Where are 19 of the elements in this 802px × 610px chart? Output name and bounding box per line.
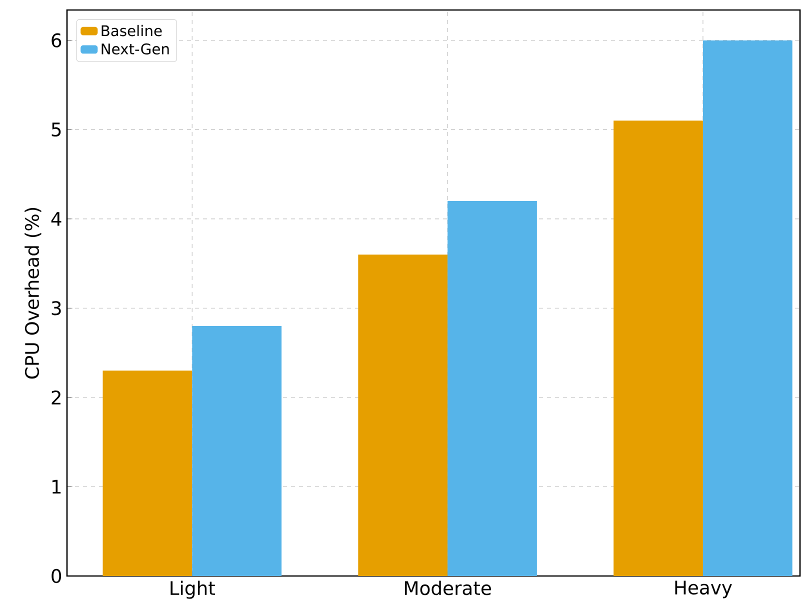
x-tick-label: Heavy (675, 580, 732, 598)
x-tick-label: Light (170, 580, 216, 599)
y-tick-label: 6 (52, 33, 62, 48)
y-tick-label: 1 (52, 480, 61, 494)
bar (192, 326, 282, 576)
bar (102, 370, 192, 576)
legend-label: Baseline (102, 24, 162, 36)
y-tick-label: 4 (51, 212, 62, 226)
bar (702, 40, 792, 576)
y-tick-label: 0 (52, 568, 62, 584)
y-tick-label: 5 (52, 122, 61, 137)
x-tick-label: Moderate (405, 580, 491, 596)
y-tick-label: 2 (52, 390, 60, 404)
legend-label: Next-Gen (102, 43, 169, 54)
bar (358, 254, 448, 576)
y-axis-title: CPU Overhead (%) (24, 208, 42, 379)
y-tick-label: 3 (52, 301, 61, 316)
bar (448, 201, 537, 576)
bar (614, 120, 703, 576)
